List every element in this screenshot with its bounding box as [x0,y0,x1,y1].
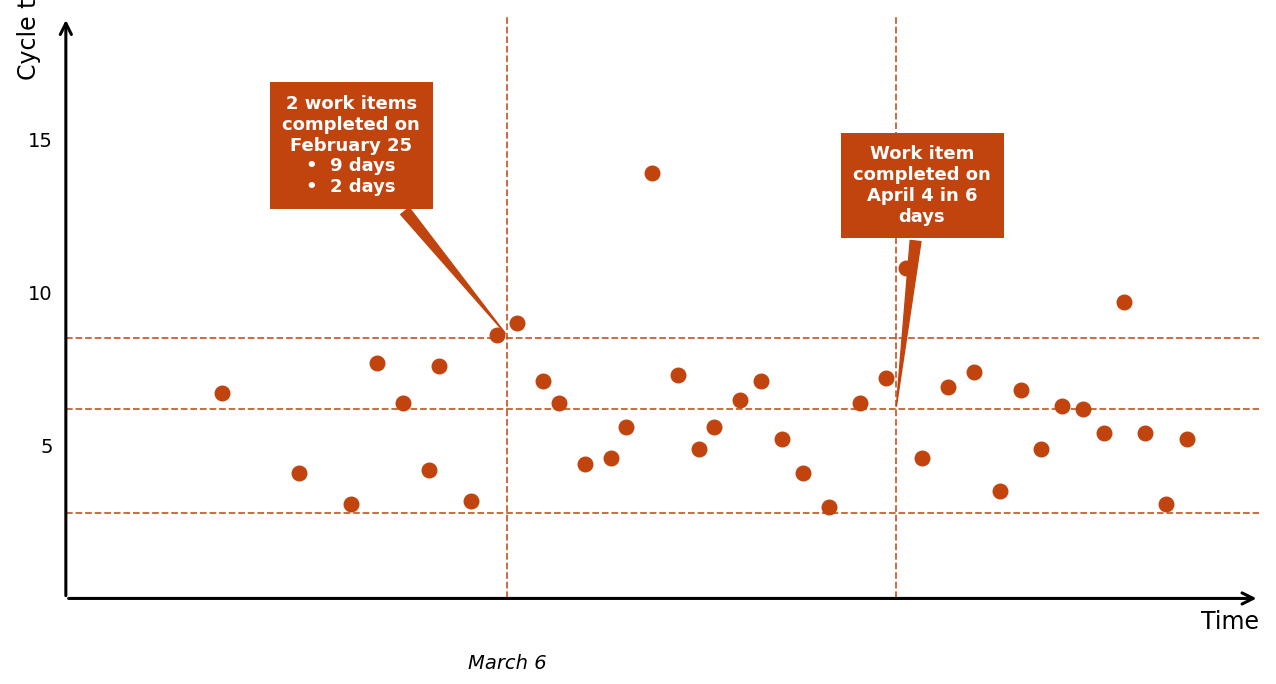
Point [963,367,984,378]
Point [1051,400,1072,411]
Point [642,168,662,179]
Point [601,452,621,463]
Point [704,421,725,432]
Point [616,421,637,432]
Point [1073,404,1094,415]
Point [574,458,595,469]
Point [1094,428,1114,438]
Point [938,382,958,393]
Point [212,388,232,399]
Point [875,373,896,384]
Point [533,376,554,386]
Point [1176,434,1197,445]
Point [667,369,688,380]
Point [1134,428,1155,438]
Point [792,468,813,479]
Point [772,434,792,445]
Point [367,358,388,369]
Point [896,263,916,274]
Point [752,376,772,386]
Point [990,486,1011,497]
Point [689,443,709,454]
Point [1031,443,1051,454]
Point [393,397,413,408]
Point [461,495,481,506]
Text: 2 work items
completed on
February 25
•  9 days
•  2 days: 2 work items completed on February 25 • … [282,95,505,333]
Point [912,452,933,463]
X-axis label: Time: Time [1201,609,1259,633]
Point [486,330,507,341]
Point [730,394,750,405]
Text: Work item
completed on
April 4 in 6
days: Work item completed on April 4 in 6 days [854,145,991,406]
Point [1156,498,1176,509]
Point [290,468,310,479]
Point [341,498,361,509]
Point [1011,385,1031,396]
Text: March 6: March 6 [467,653,546,672]
Point [1114,296,1134,307]
Point [429,360,449,371]
Point [549,397,569,408]
Point [507,317,527,328]
Point [419,464,439,475]
Point [818,501,838,512]
Point [850,397,870,408]
Y-axis label: Cycle time: Cycle time [17,0,41,80]
